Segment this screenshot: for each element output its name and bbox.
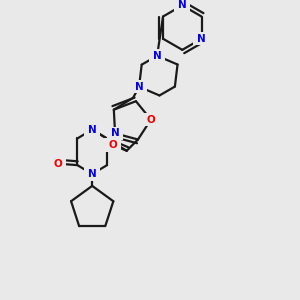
Text: O: O xyxy=(54,159,62,169)
Bar xyxy=(174,0,190,12)
Bar xyxy=(84,123,101,136)
Text: N: N xyxy=(135,82,143,92)
Bar xyxy=(131,80,147,93)
Bar xyxy=(194,32,210,45)
Text: N: N xyxy=(153,51,161,61)
Text: N: N xyxy=(178,0,187,11)
Bar xyxy=(50,157,66,170)
Text: N: N xyxy=(197,34,206,44)
Bar xyxy=(107,127,123,140)
Bar xyxy=(149,49,165,62)
Text: O: O xyxy=(108,140,117,150)
Text: N: N xyxy=(88,169,97,179)
Text: N: N xyxy=(88,124,97,135)
Bar xyxy=(143,113,159,126)
Bar xyxy=(84,167,101,181)
Text: N: N xyxy=(111,128,119,138)
Text: O: O xyxy=(146,115,155,124)
Bar xyxy=(104,138,121,152)
